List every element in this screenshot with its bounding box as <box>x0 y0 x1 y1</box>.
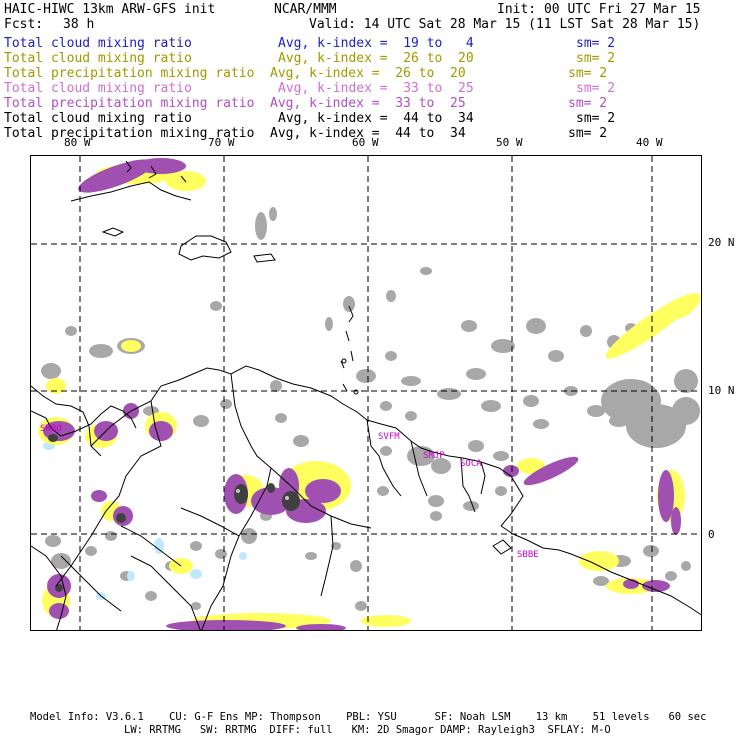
lon-label-80w: 80 W <box>64 136 91 149</box>
station-label: SMJP <box>423 451 445 461</box>
model-info-line1: Model Info: V3.6.1 CU: G-F Ens MP: Thomp… <box>30 711 707 723</box>
lon-label-40w: 40 W <box>636 136 663 149</box>
station-label: SVFM <box>378 432 400 442</box>
coastlines <box>31 160 701 630</box>
legend-range: Avg, k-index = 44 to 34 <box>278 111 474 126</box>
lat-lon-grid <box>31 156 701 630</box>
forecast-hour: 38 h <box>63 17 95 32</box>
forecast-label: Fcst: <box>4 17 44 32</box>
station-label: SOCA <box>460 459 482 469</box>
legend-smoothing: sm= 2 <box>568 96 608 111</box>
init-time: Init: 00 UTC Fri 27 Mar 15 <box>497 2 701 17</box>
legend-smoothing: sm= 2 <box>576 111 616 126</box>
valid-time: Valid: 14 UTC Sat 28 Mar 15 (11 LST Sat … <box>309 17 701 32</box>
legend-field: Total precipitation mixing ratio <box>4 66 255 81</box>
map-panel <box>30 155 702 631</box>
legend-smoothing: sm= 2 <box>576 81 616 96</box>
legend-field: Total cloud mixing ratio <box>4 111 192 126</box>
legend-smoothing: sm= 2 <box>568 126 608 141</box>
legend-field: Total precipitation mixing ratio <box>4 126 255 141</box>
legend-range: Avg, k-index = 33 to 25 <box>270 96 466 111</box>
legend-range: Avg, k-index = 44 to 34 <box>270 126 466 141</box>
precip-field-dark-core <box>48 434 300 592</box>
station-label: SKBO <box>40 424 62 434</box>
precip-field-highlight <box>236 489 289 500</box>
cloud-field-gray <box>41 207 700 611</box>
legend-smoothing: sm= 2 <box>576 51 616 66</box>
legend-range: Avg, k-index = 19 to 4 <box>278 36 474 51</box>
legend-range: Avg, k-index = 26 to 20 <box>270 66 466 81</box>
lon-label-70w: 70 W <box>208 136 235 149</box>
legend-smoothing: sm= 2 <box>576 36 616 51</box>
map-canvas <box>31 156 701 630</box>
station-label: SBBE <box>517 550 539 560</box>
legend-range: Avg, k-index = 33 to 25 <box>278 81 474 96</box>
legend-field: Total cloud mixing ratio <box>4 81 192 96</box>
lat-label-20n: 20 N <box>708 236 735 249</box>
legend-field: Total cloud mixing ratio <box>4 36 192 51</box>
model-info-line2: LW: RRTMG SW: RRTMG DIFF: full KM: 2D Sm… <box>124 724 611 736</box>
legend-field: Total precipitation mixing ratio <box>4 96 255 111</box>
lon-label-60w: 60 W <box>352 136 379 149</box>
legend-range: Avg, k-index = 26 to 20 <box>278 51 474 66</box>
organization: NCAR/MMM <box>274 2 337 17</box>
lat-label-10n: 10 N <box>708 384 735 397</box>
lon-label-50w: 50 W <box>496 136 523 149</box>
model-title: HAIC-HIWC 13km ARW-GFS init <box>4 2 216 17</box>
legend-smoothing: sm= 2 <box>568 66 608 81</box>
lat-label-0: 0 <box>708 528 715 541</box>
legend-field: Total cloud mixing ratio <box>4 51 192 66</box>
